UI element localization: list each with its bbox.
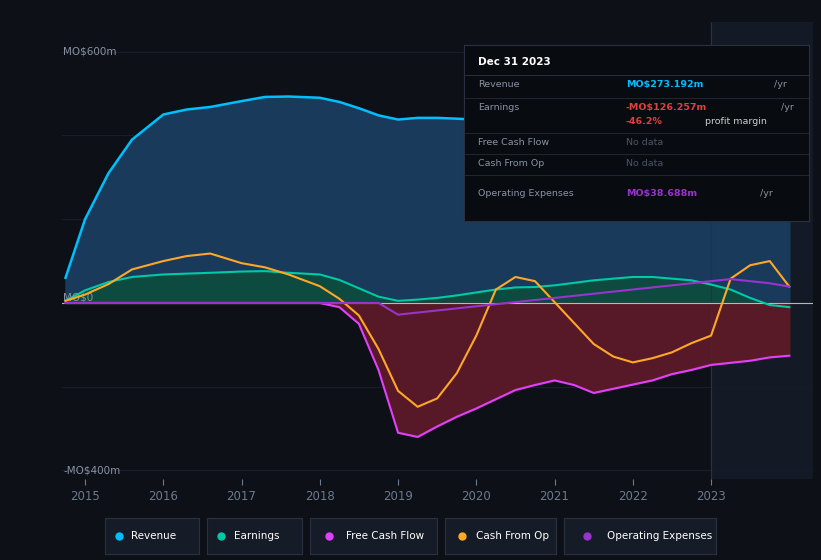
- Text: Free Cash Flow: Free Cash Flow: [346, 531, 424, 541]
- Text: Cash From Op: Cash From Op: [476, 531, 549, 541]
- Text: Dec 31 2023: Dec 31 2023: [478, 57, 550, 67]
- Text: Operating Expenses: Operating Expenses: [478, 189, 573, 198]
- Text: MO$38.688m: MO$38.688m: [626, 189, 697, 198]
- Text: No data: No data: [626, 138, 663, 147]
- Text: Revenue: Revenue: [131, 531, 177, 541]
- Text: /yr: /yr: [771, 80, 787, 89]
- Bar: [711, 22, 813, 479]
- Text: /yr: /yr: [777, 103, 794, 112]
- Text: Free Cash Flow: Free Cash Flow: [478, 138, 548, 147]
- Text: Earnings: Earnings: [478, 103, 519, 112]
- Text: -MO$126.257m: -MO$126.257m: [626, 103, 707, 112]
- Text: -MO$400m: -MO$400m: [63, 465, 121, 475]
- Text: Operating Expenses: Operating Expenses: [607, 531, 712, 541]
- Text: Cash From Op: Cash From Op: [478, 160, 544, 169]
- Text: MO$0: MO$0: [63, 293, 94, 303]
- Text: MO$600m: MO$600m: [63, 46, 117, 57]
- Text: MO$273.192m: MO$273.192m: [626, 80, 704, 89]
- Text: Revenue: Revenue: [478, 80, 519, 89]
- Text: Earnings: Earnings: [234, 531, 279, 541]
- Text: -46.2%: -46.2%: [626, 117, 663, 126]
- Text: profit margin: profit margin: [702, 117, 767, 126]
- Text: /yr: /yr: [757, 189, 773, 198]
- Text: No data: No data: [626, 160, 663, 169]
